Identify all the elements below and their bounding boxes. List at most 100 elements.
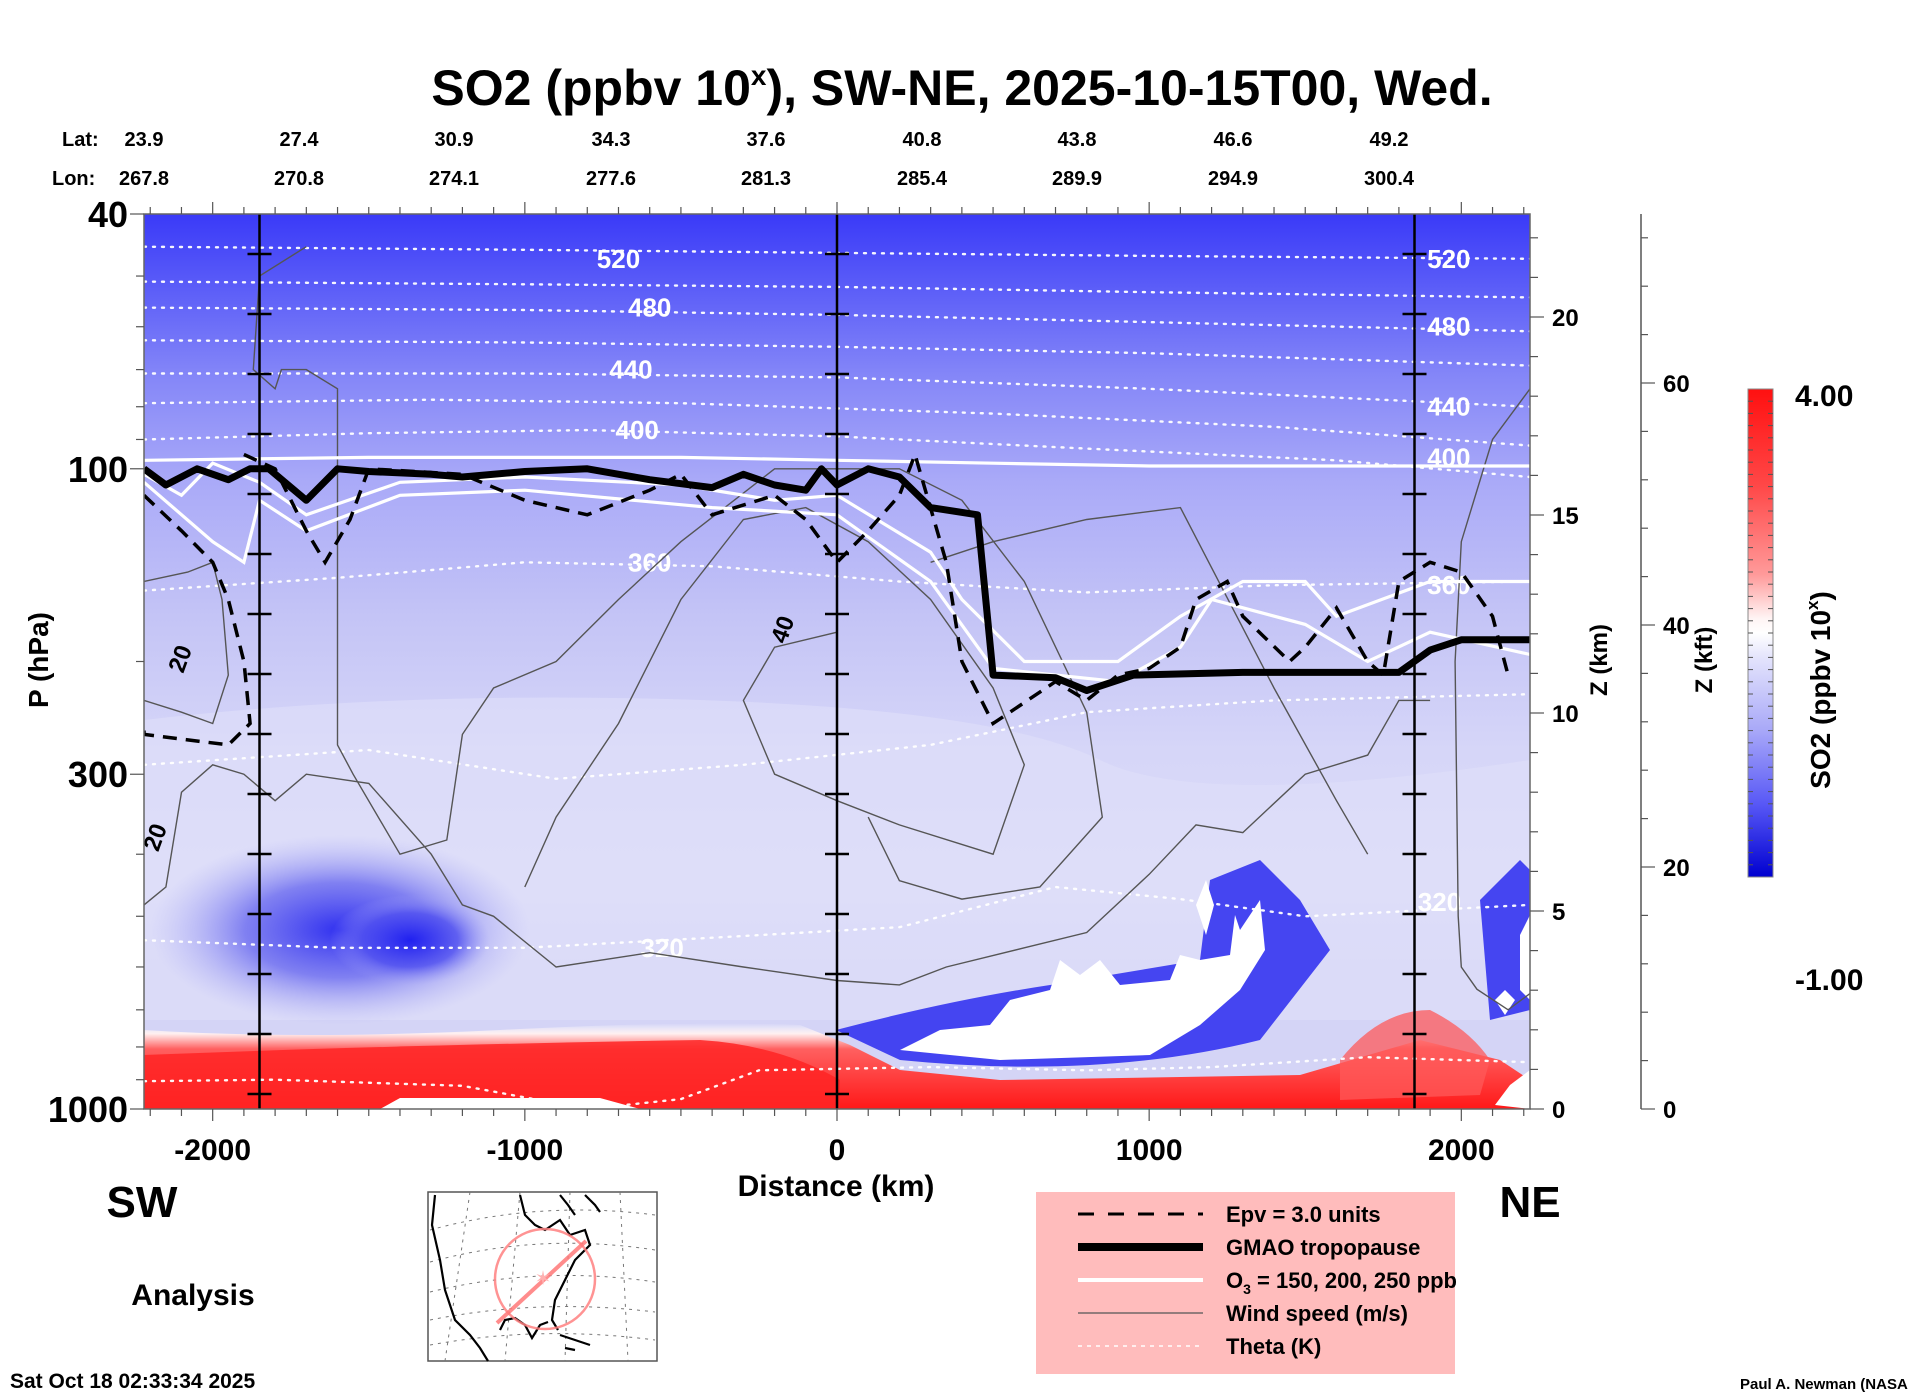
- header-lon-value: 267.8: [119, 168, 169, 190]
- theta-contour-label: 520: [1427, 244, 1470, 274]
- colorbar-ticks: [1748, 400, 1773, 866]
- header-lon-value: 300.4: [1364, 168, 1415, 190]
- inset-map: ✶: [427, 1191, 658, 1362]
- theta-contour-label: 520: [597, 244, 640, 274]
- ozone-contour-line: [144, 455, 1530, 468]
- theta-contour-line: [144, 885, 1530, 949]
- theta-contour-label: 320: [640, 933, 683, 963]
- wind-speed-contour-line: [252, 246, 1104, 900]
- header-lon-value: 289.9: [1052, 168, 1102, 190]
- z-km-tick-label: 10: [1552, 701, 1579, 728]
- so2-below-range-white-ne2: [1520, 915, 1530, 1000]
- theta-contour-label: 480: [628, 293, 671, 323]
- sw-direction-label: SW: [107, 1178, 178, 1227]
- ozone-contours: [144, 455, 1530, 684]
- epv-contour-line: [144, 494, 252, 747]
- lat-label: Lat:: [62, 129, 99, 151]
- theta-contour-label: 400: [1427, 442, 1470, 472]
- timestamp: Sat Oct 18 02:33:34 2025: [10, 1370, 255, 1393]
- header-lon-value: 277.6: [586, 168, 636, 190]
- theta-contour-line: [144, 693, 1530, 781]
- header-lat-value: 30.9: [435, 129, 474, 151]
- legend-item-label: Theta (K): [1226, 1334, 1321, 1359]
- colorbar-label: SO2 (ppbv 10x): [1803, 591, 1836, 789]
- ozone-contour-line: [144, 481, 1530, 684]
- legend-item-label: Epv = 3.0 units: [1226, 1202, 1381, 1227]
- inset-map-range-circle: [493, 1227, 597, 1331]
- so2-low-blob-west-core: [330, 895, 490, 985]
- header-lat-value: 46.6: [1214, 129, 1253, 151]
- header-lat-value: 49.2: [1370, 129, 1409, 151]
- theta-contour-label: 360: [628, 547, 671, 577]
- header-lat-value: 27.4: [280, 129, 320, 151]
- legend: Epv = 3.0 units GMAO tropopause O3 = 150, …: [1036, 1192, 1457, 1374]
- colorbar-min-label: -1.00: [1795, 964, 1863, 997]
- legend-item-label: GMAO tropopause: [1226, 1235, 1420, 1260]
- header-lat-value: 40.8: [903, 129, 942, 151]
- lat-lon-header: Lat: Lon: 23.9 27.4 30.9 34.3 37.6 40.8 43.8 46.6…: [52, 129, 1415, 190]
- so2-below-range-white-se: [1495, 1070, 1530, 1109]
- colorbar-max-label: 4.00: [1795, 380, 1853, 413]
- x-axis-tick-label: 1000: [1116, 1134, 1183, 1167]
- y-axis-z-kft: 0 20 40 60: [1640, 214, 1690, 1124]
- legend-item-label: O3 = 150, 200, 250 ppb: [1226, 1268, 1457, 1297]
- theta-contour-line: [144, 561, 1530, 594]
- wind-speed-contour-line: [524, 506, 1026, 888]
- theta-contour-label: 480: [1427, 312, 1470, 342]
- ozone-contour-line: [144, 461, 1530, 664]
- inset-map-center-marker: ✶: [535, 1268, 552, 1290]
- so2-below-range-white-east-small: [1196, 880, 1214, 935]
- theta-contour-line: [144, 1055, 1530, 1109]
- theta-contour-label: 320: [1418, 887, 1461, 917]
- z-km-tick-label: 20: [1552, 305, 1579, 332]
- inset-map-frame: [427, 1191, 658, 1362]
- so2-below-range-white-ne: [1495, 990, 1515, 1015]
- y-axis-tick-label: 300: [68, 754, 128, 795]
- epv-contour-line: [243, 449, 1510, 727]
- header-lon-value: 270.8: [274, 168, 324, 190]
- header-lon-value: 285.4: [897, 168, 948, 190]
- credit: Paul A. Newman (NASA: [1740, 1376, 1908, 1393]
- so2-low-blue-northeast: [1480, 860, 1530, 1020]
- chart-title: SO2 (ppbv 10x), SW-NE, 2025-10-15T00, We…: [431, 60, 1492, 116]
- epv-contours: [144, 449, 1510, 747]
- z-km-axis-label: Z (km): [1586, 624, 1613, 696]
- z-kft-tick-label: 20: [1663, 855, 1690, 882]
- z-kft-tick-label: 0: [1663, 1097, 1676, 1124]
- inset-map-section-line: [495, 1239, 588, 1325]
- x-axis-tick-label: 2000: [1428, 1134, 1495, 1167]
- y-axis-z-km: 0 5 10 15 20: [1530, 237, 1579, 1124]
- header-lat-value: 34.3: [592, 129, 631, 151]
- z-km-tick-label: 15: [1552, 503, 1579, 530]
- legend-box: [1036, 1192, 1455, 1374]
- wind-speed-contour-line: [1454, 388, 1530, 1011]
- x-axis-label: Distance (km): [738, 1170, 935, 1203]
- theta-contour-label: 440: [609, 355, 652, 385]
- tropopause-line: [144, 465, 1530, 694]
- wind-speed-contour-line: [144, 561, 230, 725]
- so2-high-surface-core: [144, 1040, 840, 1109]
- wind-speed-contour-line: [144, 699, 1431, 986]
- y-axis-pressure: 40 100 300 1000: [48, 194, 144, 1130]
- lon-label: Lon:: [52, 168, 95, 190]
- tropopause-line-path: [144, 465, 1530, 694]
- z-kft-tick-label: 60: [1663, 371, 1690, 398]
- title-superscript: x: [751, 60, 767, 91]
- header-lat-value: 23.9: [125, 129, 164, 151]
- inset-map-coastlines: [430, 1194, 601, 1362]
- analysis-label: Analysis: [131, 1279, 254, 1312]
- y-axis-label: P (hPa): [23, 612, 54, 708]
- theta-contour-label: 400: [616, 415, 659, 445]
- z-kft-axis-label: Z (kft): [1691, 627, 1718, 694]
- x-axis-tick-label: -2000: [174, 1134, 251, 1167]
- vertical-marker-lines: [247, 214, 1427, 1109]
- theta-contour-label: 440: [1427, 392, 1470, 422]
- colorbar: 4.00 -1.00 SO2 (ppbv 10x): [1747, 380, 1863, 997]
- x-axis: -2000 -1000 0 1000 2000: [149, 202, 1525, 1167]
- z-km-tick-label: 0: [1552, 1097, 1565, 1124]
- header-lat-value: 37.6: [747, 129, 786, 151]
- header-lon-value: 294.9: [1208, 168, 1258, 190]
- y-axis-tick-label: 40: [88, 194, 128, 235]
- z-km-tick-label: 5: [1552, 899, 1565, 926]
